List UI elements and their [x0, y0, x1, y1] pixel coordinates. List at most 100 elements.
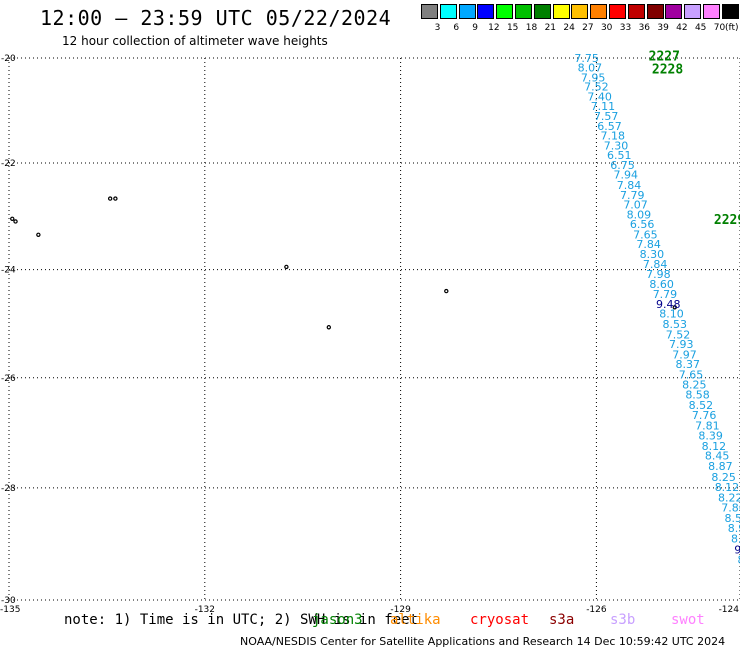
wave-height-label: 8.12 [702, 440, 727, 453]
island-outline [107, 196, 113, 201]
lon-axis-label: -135 [0, 605, 20, 615]
wave-height-label: 7.93 [669, 338, 694, 351]
wave-height-label: 7.07 [623, 198, 648, 211]
color-swatch [458, 4, 476, 19]
wave-height-label: 8.37 [676, 358, 701, 371]
wave-height-label: 7.11 [591, 100, 616, 113]
color-scale-label: 70 [713, 23, 726, 33]
wave-height-label: 7.98 [646, 268, 671, 281]
wave-height-label: 8.58 [685, 389, 710, 402]
wave-height-label: 8.87 [708, 460, 733, 473]
wave-height-label: 7.52 [666, 328, 691, 341]
footer-note: note: 1) Time is in UTC; 2) SWH is in fe… [64, 612, 419, 628]
color-swatch [721, 4, 739, 19]
island-layer [10, 196, 677, 330]
color-swatch [627, 4, 645, 19]
color-scale-label: 21 [544, 23, 557, 33]
pass-id-label: 2229 [714, 213, 740, 228]
wave-height-label: 7.81 [695, 419, 720, 432]
map-title: 12:00 — 23:59 UTC 05/22/2024 [40, 6, 392, 30]
color-swatch [646, 4, 664, 19]
wave-height-label: 8.91 [728, 522, 740, 535]
color-scale-label: 15 [506, 23, 519, 33]
wave-height-label: 6.56 [630, 218, 655, 231]
color-swatch [496, 4, 514, 19]
color-swatch [439, 4, 457, 19]
color-swatch [665, 4, 683, 19]
wave-height-label: 7.30 [604, 140, 629, 153]
wave-height-label: 7.57 [594, 110, 619, 123]
satellite-legend-item: s3b [610, 612, 636, 628]
island-outline [113, 196, 118, 201]
wave-height-label: 7.79 [653, 288, 678, 301]
wave-height-label: 7.94 [614, 169, 639, 182]
lat-axis-label: -20 [1, 54, 16, 64]
wave-height-label: 7.40 [587, 91, 612, 104]
wave-height-label: 8.45 [705, 450, 730, 463]
color-scale-label: 33 [619, 23, 632, 33]
color-swatch [684, 4, 702, 19]
color-swatch [590, 4, 608, 19]
wave-height-label: 7.76 [692, 409, 717, 422]
color-swatch [421, 4, 438, 19]
wave-height-label: 8.25 [711, 471, 736, 484]
color-scale-label: 12 [488, 23, 500, 33]
wave-height-label: 8.79 [731, 533, 740, 546]
wave-height-label: 9.21 [734, 543, 740, 556]
wave-height-label: 7.97 [672, 348, 697, 361]
pass-id-labels: 222722282229223022 [649, 49, 740, 228]
lat-axis-label: -30 [1, 596, 16, 606]
wave-height-label: 8.53 [662, 318, 687, 331]
wave-height-label: 8.10 [659, 308, 684, 321]
map-grid [8, 57, 740, 601]
color-swatch [515, 4, 532, 19]
satellite-legend-item: s3a [549, 612, 575, 628]
wave-height-label: 8.50 [724, 512, 740, 525]
wave-height-label: 8.52 [689, 399, 714, 412]
color-scale-label: 45 [694, 23, 707, 33]
wave-height-label: 6.51 [607, 149, 632, 162]
wave-height-label: 7.84 [636, 238, 661, 251]
color-swatch [609, 4, 626, 19]
wave-height-label: 7.52 [584, 81, 609, 94]
island-outline [13, 219, 18, 224]
axis-labels: -20-22-24-26-28-30-135-132-129-126-123-1… [0, 54, 740, 615]
color-swatch [552, 4, 570, 19]
wave-height-label: 7.95 [581, 71, 606, 84]
wave-height-label: 7.65 [679, 369, 704, 382]
wave-height-label: 7.84 [617, 179, 642, 192]
lat-axis-label: -28 [1, 484, 16, 494]
color-swatch [477, 4, 495, 19]
satellite-legend-item: jason3 [312, 612, 363, 628]
wave-height-label: 8.09 [627, 209, 652, 222]
lat-axis-label: -26 [1, 374, 16, 384]
color-scale-label: 18 [525, 23, 538, 33]
lon-axis-label: -124 [719, 605, 740, 615]
island-outline [10, 216, 15, 221]
wave-height-label: 8.07 [578, 61, 603, 74]
wave-height-label: 8.22 [718, 491, 740, 504]
map-subtitle: 12 hour collection of altimeter wave hei… [62, 34, 328, 48]
wave-height-label: 7.18 [600, 130, 625, 143]
pass-id-label: 2227 [649, 49, 680, 64]
color-scale-label: 24 [563, 23, 575, 33]
color-scale-label: 27 [582, 23, 594, 33]
satellite-legend-item: cryosat [470, 612, 530, 628]
color-swatch [703, 4, 720, 19]
wave-height-label: 8.60 [649, 278, 674, 291]
color-scale-label: 42 [676, 23, 688, 33]
color-scale-label: 3 [434, 23, 441, 33]
wave-height-labels: 7.758.077.957.527.407.117.576.577.187.30… [574, 52, 740, 566]
color-scale-unit: (ft) [725, 23, 739, 33]
wave-height-label: 7.86 [721, 501, 740, 514]
wave-height-label: 7.75 [574, 52, 599, 65]
wave-height-label: 7.65 [633, 228, 658, 241]
color-swatch [571, 4, 589, 19]
footer-credit: NOAA/NESDIS Center for Satellite Applica… [240, 635, 726, 648]
lat-axis-label: -22 [1, 159, 16, 169]
island-outline [36, 232, 41, 237]
island-outline [672, 305, 677, 310]
wave-height-label: 8.39 [698, 429, 723, 442]
wave-height-label: 9.48 [656, 298, 681, 311]
